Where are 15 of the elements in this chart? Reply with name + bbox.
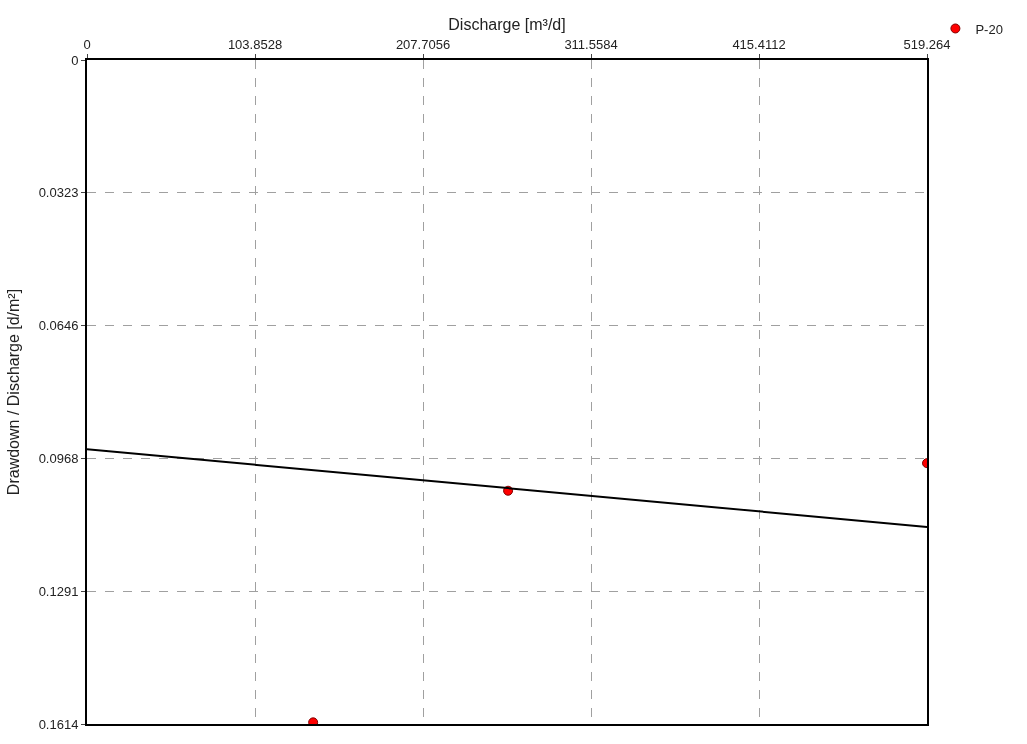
y-tick-label: 0.0323 [38,185,79,201]
y-axis-title: Drawdown / Discharge [d/m²] [5,288,23,496]
y-tick-label: 0.1291 [38,583,79,599]
y-tick-label: 0 [71,52,79,68]
legend-label: P-20 [975,21,1003,37]
x-tick-label: 311.5584 [564,36,618,52]
y-tick-label: 0.0646 [38,318,79,334]
x-tick-label: 415.4112 [732,36,786,52]
x-tick-label: 207.7056 [395,36,451,52]
x-tick-label: 519.264 [903,36,951,52]
x-tick-label: 103.8528 [227,36,283,52]
x-tick-label: 0 [83,36,91,52]
x-axis-title: Discharge [m³/d] [448,16,566,34]
y-tick-label: 0.0968 [38,450,79,466]
y-tick-label: 0.1614 [38,716,79,732]
